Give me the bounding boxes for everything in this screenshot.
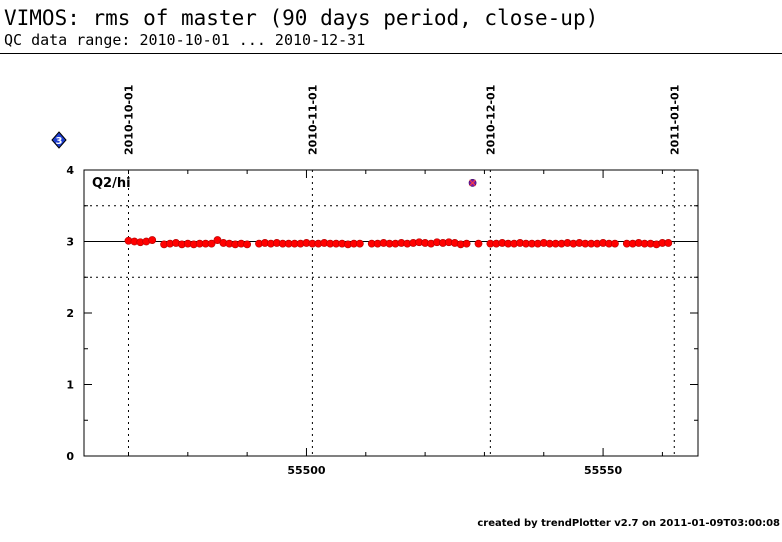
diamond-marker-icon [51, 131, 67, 149]
panel-label: Q2/hi [92, 176, 131, 191]
data-point [207, 239, 216, 248]
plot-frame-rect [83, 169, 699, 457]
data-point [462, 239, 471, 248]
quadrant-marker: 3 [51, 131, 67, 149]
plot-frame [83, 169, 699, 457]
y-tick-label: 4 [66, 164, 74, 177]
data-point [355, 239, 364, 248]
page-title: VIMOS: rms of master (90 days period, cl… [4, 6, 599, 30]
date-label-3: 2011-01-01 [668, 85, 681, 155]
credit-line: created by trendPlotter v2.7 on 2011-01-… [477, 518, 780, 529]
data-point [474, 239, 483, 248]
data-point [611, 239, 619, 248]
threshold-lines [84, 205, 698, 278]
x-tick-label: 55500 [287, 464, 326, 477]
y-tick-label: 0 [66, 450, 74, 463]
y-tick-label: 2 [66, 307, 74, 320]
header-divider [0, 53, 782, 54]
outlier-points [468, 178, 477, 187]
date-label-1: 2010-11-01 [306, 85, 319, 155]
chart-labels: Q2/hi [92, 176, 131, 191]
data-point [664, 239, 673, 247]
date-markers: 2010-10-01 2010-11-01 2010-12-01 2011-01-01 [122, 85, 681, 456]
date-label-2: 2010-12-01 [484, 85, 497, 155]
quadrant-marker-label: 3 [56, 136, 63, 147]
x-tick-label: 55550 [584, 464, 623, 477]
date-label-0: 2010-10-01 [122, 85, 135, 155]
axis-ticks: 0 1 2 3 4 55500 55550 [66, 164, 698, 477]
data-point [243, 240, 252, 249]
y-tick-label: 1 [66, 379, 74, 392]
data-point [148, 236, 157, 244]
data-points [124, 236, 673, 249]
page-subtitle: QC data range: 2010-10-01 ... 2010-12-31 [4, 31, 366, 49]
y-tick-label: 3 [66, 236, 74, 249]
outlier-cross-mark [469, 179, 476, 187]
